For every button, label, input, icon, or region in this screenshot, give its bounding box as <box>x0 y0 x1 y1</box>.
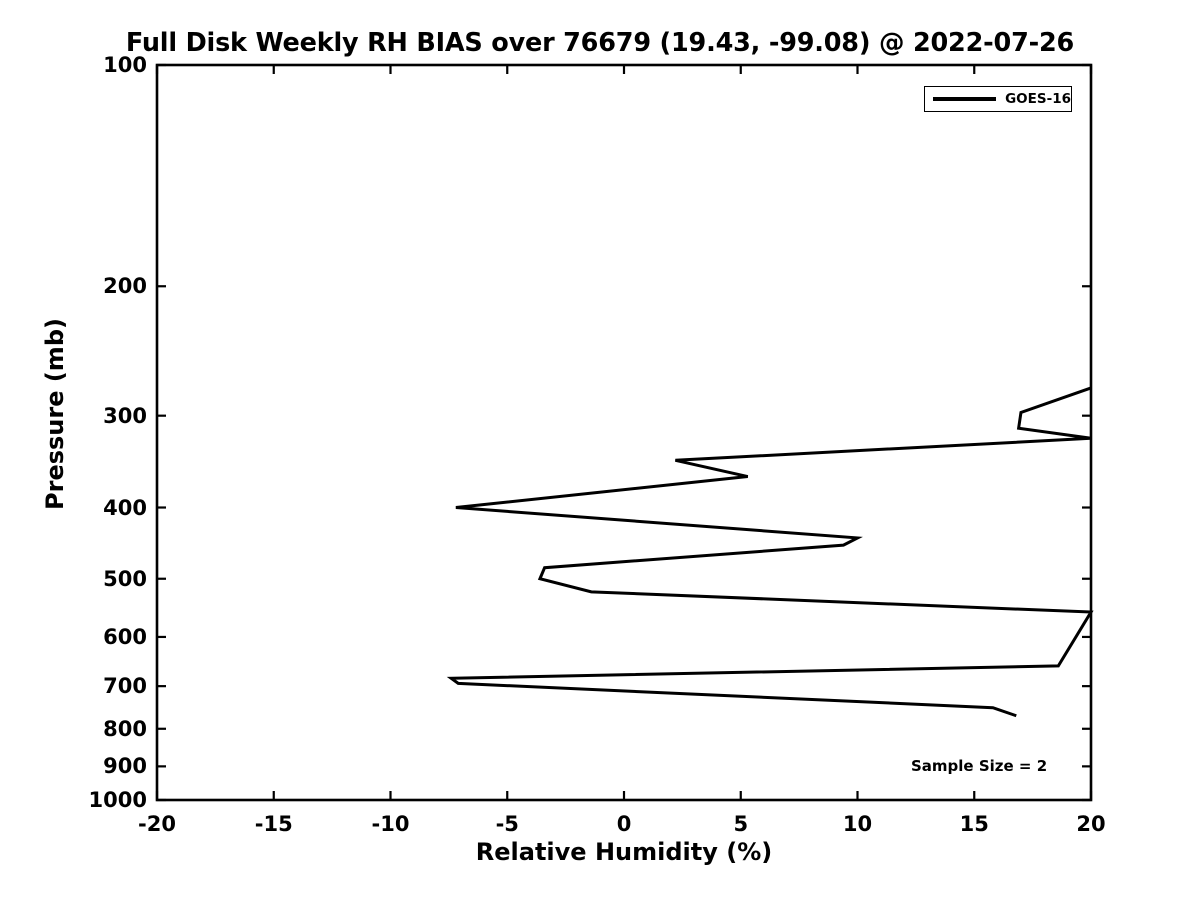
y-tick-label: 800 <box>103 716 147 741</box>
x-tick-label: 10 <box>842 812 873 836</box>
x-tick-label: 5 <box>733 812 749 836</box>
legend-item-label: GOES-16 <box>1005 91 1071 107</box>
x-tick-label: -10 <box>371 812 410 836</box>
y-tick-label: 900 <box>103 754 147 779</box>
axes-frame <box>155 63 1093 802</box>
y-tick-label: 100 <box>103 53 147 77</box>
y-tick-label: 200 <box>103 274 147 299</box>
y-tick-label: 300 <box>103 403 147 428</box>
x-axis-ticks <box>155 65 1093 800</box>
data-series-goes16 <box>446 386 1094 718</box>
y-axis-ticks <box>157 63 1091 802</box>
chart-legend: GOES-16 <box>924 86 1072 112</box>
y-tick-label: 400 <box>103 495 147 520</box>
x-tick-label: -5 <box>495 812 519 836</box>
x-tick-label: 15 <box>959 812 989 836</box>
x-tick-label: -20 <box>138 812 176 836</box>
x-axis-label: Relative Humidity (%) <box>475 838 773 866</box>
y-tick-label: 600 <box>103 624 147 649</box>
y-axis-label: Pressure (mb) <box>41 318 69 510</box>
legend-line-swatch <box>933 97 997 101</box>
y-tick-label: 700 <box>103 674 147 699</box>
sample-size-annotation: Sample Size = 2 <box>911 757 1048 775</box>
y-tick-label: 500 <box>103 566 147 591</box>
y-tick-label: 1000 <box>88 788 147 812</box>
x-tick-label: -15 <box>254 812 293 836</box>
x-tick-label: 20 <box>1076 812 1106 836</box>
x-tick-label: 0 <box>616 812 632 836</box>
page-title: Full Disk Weekly RH BIAS over 76679 (19.… <box>125 28 1075 58</box>
